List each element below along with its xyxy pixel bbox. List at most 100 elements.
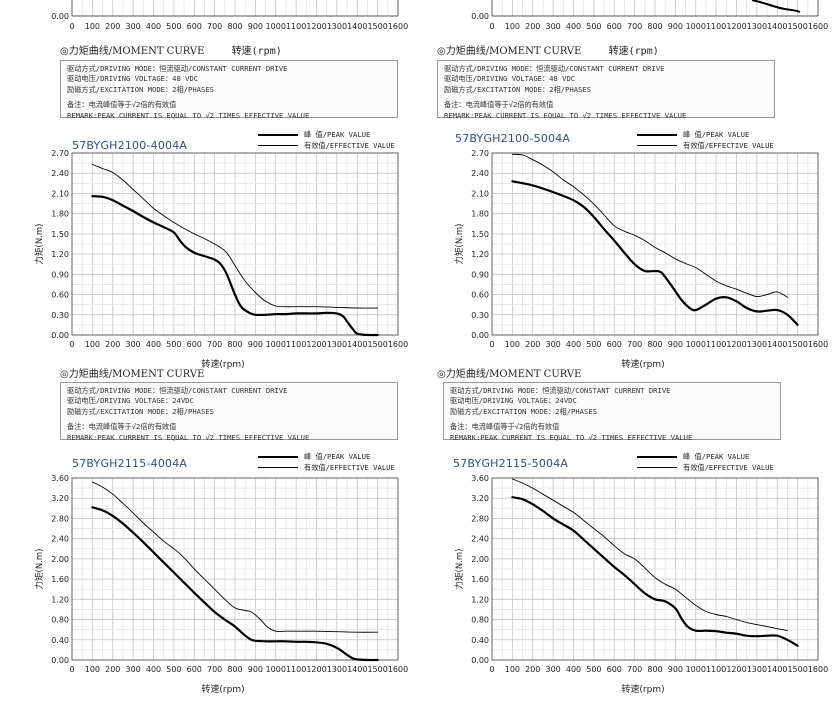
x-tick-label: 1400 xyxy=(767,22,787,31)
x-tick-label: 1400 xyxy=(767,665,787,674)
x-tick-label: 1300 xyxy=(327,665,347,674)
curve-title-text: ◎力矩曲线/MOMENT CURVE xyxy=(437,46,582,57)
legend-peak-label: 峰 值/PEAK VALUE xyxy=(683,130,750,139)
moment-curve-title: ◎力矩曲线/MOMENT CURVE xyxy=(60,365,204,380)
x-tick-label: 1600 xyxy=(388,22,408,31)
y-tick-label: 2.80 xyxy=(51,514,69,523)
driving-info-box: 驱动方式/DRIVING MODE：恒流驱动/CONSTANT CURRENT … xyxy=(60,382,398,442)
info-driving-voltage: 驱动电压/DRIVING VOLTAGE：24VDC xyxy=(450,396,577,406)
x-tick-label: 600 xyxy=(607,665,622,674)
y-tick-label: 0.90 xyxy=(471,270,489,279)
x-tick-label: 1200 xyxy=(306,340,326,349)
x-tick-label: 1200 xyxy=(726,665,746,674)
info-excitation-mode: 励磁方式/EXCITATION MODE：2相/PHASES xyxy=(450,406,597,416)
info-excitation-mode: 励磁方式/EXCITATION MODE：2相/PHASES xyxy=(67,84,214,94)
x-axis-title: 转速(rpm) xyxy=(621,683,664,695)
x-tick-label: 1500 xyxy=(367,665,387,674)
speed-label-inline: 转速(rpm) xyxy=(608,46,659,57)
remark-cn: 备注：电流峰值等于√2倍的有效值 xyxy=(67,422,177,432)
info-excitation-mode: 励磁方式/EXCITATION MODE：2相/PHASES xyxy=(67,406,214,416)
x-tick-label: 1300 xyxy=(747,665,767,674)
x-tick-label: 300 xyxy=(545,665,560,674)
x-tick-label: 1600 xyxy=(388,665,408,674)
x-tick-label: 200 xyxy=(105,22,120,31)
y-tick-label: 2.00 xyxy=(51,555,69,564)
legend-effective-line xyxy=(637,467,677,468)
x-tick-label: 1000 xyxy=(266,22,286,31)
legend-effective-label: 有效值/EFFECTIVE VALUE xyxy=(304,141,395,150)
y-tick-label: 3.60 xyxy=(471,474,489,483)
top-partial-right: 0.00 0 100 200 300 400 500 600 700 800 900 1000 1100… xyxy=(420,0,840,58)
x-tick-label: 1000 xyxy=(686,340,706,349)
y-tick-label: 1.80 xyxy=(471,210,489,219)
info-driving-voltage: 驱动电压/DRIVING VOLTAGE：48 VDC xyxy=(444,74,576,84)
x-tick-label: 800 xyxy=(647,665,662,674)
remark-cn: 备注：电流峰值等于√2倍的有效值 xyxy=(444,100,554,110)
chart-panel-57BYGH2100-5004A: ◎力矩曲线/MOMENT CURVE 转速(rpm) 驱动方式/DRIVING … xyxy=(437,42,840,372)
driving-info-box: 驱动方式/DRIVING MODE：恒流驱动/CONSTANT CURRENT … xyxy=(60,60,398,120)
y-tick-label: 0.80 xyxy=(51,616,69,625)
y-tick-label: 2.40 xyxy=(471,535,489,544)
plot-frame xyxy=(491,477,819,661)
x-tick-label: 300 xyxy=(125,22,140,31)
x-tick-label: 400 xyxy=(566,340,581,349)
x-tick-label: 800 xyxy=(647,340,662,349)
x-tick-label: 100 xyxy=(85,22,100,31)
legend-effective-line xyxy=(258,145,298,146)
y-tick-label: 0.00 xyxy=(471,12,489,21)
effective-value-curve xyxy=(511,153,788,298)
x-tick-label: 800 xyxy=(227,22,242,31)
y-tick-label: 1.20 xyxy=(471,250,489,259)
info-driving-mode: 驱动方式/DRIVING MODE：恒流驱动/CONSTANT CURRENT … xyxy=(67,386,288,395)
plot-frame xyxy=(71,152,399,336)
y-tick-label: 1.80 xyxy=(51,210,69,219)
x-tick-label: 900 xyxy=(668,665,683,674)
motor-model-title: 57BYGH2115-5004A xyxy=(453,457,569,470)
x-tick-label: 100 xyxy=(505,22,520,31)
legend-effective-label: 有效值/EFFECTIVE VALUE xyxy=(683,141,774,150)
peak-value-curve xyxy=(751,0,801,13)
x-tick-label: 100 xyxy=(85,665,100,674)
y-tick-label: 0.00 xyxy=(471,656,489,665)
torque-chart-57BYGH2115-5004A: 0 100 200 300 400 500 600 700 800 900 1000 1100 1200… xyxy=(454,474,828,695)
torque-chart-57BYGH2100-4004A: 0 100 200 300 400 500 600 700 800 900 1000 1100 1200… xyxy=(34,149,408,370)
y-tick-label: 1.60 xyxy=(471,575,489,584)
x-tick-label: 900 xyxy=(668,22,683,31)
peak-value-curve xyxy=(511,180,799,326)
curve-title-text: ◎力矩曲线/MOMENT CURVE xyxy=(437,369,582,380)
x-tick-label: 1100 xyxy=(286,340,306,349)
motor-model-title: 57BYGH2115-4004A xyxy=(72,457,188,470)
x-tick-label: 900 xyxy=(668,340,683,349)
y-tick-label: 0.40 xyxy=(471,636,489,645)
x-tick-label: 0 xyxy=(69,22,74,31)
x-tick-label: 600 xyxy=(607,22,622,31)
top-left-axis: 0.000 100 200 300 400 500 600 700 800 900 1000 1100… xyxy=(51,0,408,31)
x-tick-label: 800 xyxy=(227,665,242,674)
x-tick-label: 1200 xyxy=(306,22,326,31)
x-tick-label: 1500 xyxy=(367,340,387,349)
motor-model-title: 57BYGH2100-5004A xyxy=(455,132,571,145)
y-tick-label: 0.30 xyxy=(471,311,489,320)
legend-effective-line xyxy=(637,145,677,146)
y-tick-label: 0.60 xyxy=(51,291,69,300)
y-tick-label: 0.30 xyxy=(51,311,69,320)
legend-effective-label: 有效值/EFFECTIVE VALUE xyxy=(683,463,774,472)
y-tick-label: 1.60 xyxy=(51,575,69,584)
chart-legend: 峰 值/PEAK VALUE 有效值/EFFECTIVE VALUE xyxy=(637,451,774,473)
chart-legend: 峰 值/PEAK VALUE 有效值/EFFECTIVE VALUE xyxy=(637,129,774,151)
y-tick-label: 1.50 xyxy=(51,230,69,239)
x-tick-label: 1300 xyxy=(747,22,767,31)
x-tick-label: 1300 xyxy=(327,22,347,31)
x-tick-label: 200 xyxy=(525,665,540,674)
torque-chart-57BYGH2100-5004A: 0 100 200 300 400 500 600 700 800 900 1000 1100 1200… xyxy=(454,149,828,370)
y-tick-label: 0.60 xyxy=(471,291,489,300)
peak-value-curve xyxy=(511,496,799,647)
torque-chart-57BYGH2115-4004A: 0 100 200 300 400 500 600 700 800 900 1000 1100 1200… xyxy=(34,474,408,695)
y-tick-label: 3.20 xyxy=(51,494,69,503)
effective-value-curve xyxy=(91,481,379,633)
top-right-axis: 0.000 100 200 300 400 500 600 700 800 900 1000 1100… xyxy=(471,0,828,31)
x-tick-label: 300 xyxy=(545,340,560,349)
x-tick-label: 100 xyxy=(505,340,520,349)
remark-cn: 备注：电流峰值等于√2倍的有效值 xyxy=(450,422,560,432)
x-tick-label: 1400 xyxy=(767,340,787,349)
